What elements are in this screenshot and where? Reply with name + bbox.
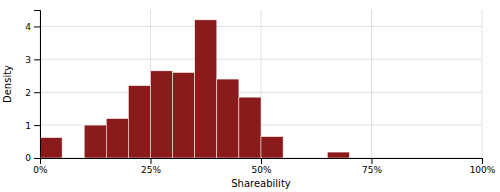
histogram-bar <box>217 79 239 158</box>
tick-label: 1 <box>25 120 31 130</box>
histogram-bar <box>173 72 195 158</box>
chart: 0% 25% 50% 75% 100% 0 1 2 3 4 Shareability Density <box>0 0 500 192</box>
plot: 0% 25% 50% 75% 100% 0 1 2 3 4 <box>25 10 496 175</box>
histogram-bar <box>84 125 106 158</box>
grid-line <box>371 10 372 158</box>
tick-label: 2 <box>25 88 31 98</box>
tick-mark <box>34 125 40 126</box>
tick-mark <box>34 92 40 93</box>
histogram-bar <box>128 86 150 158</box>
histogram-bar <box>372 158 394 159</box>
y-axis-title: Density <box>2 65 13 103</box>
y-axis: 0 1 2 3 4 <box>25 11 40 164</box>
histogram-bar <box>438 158 460 159</box>
bars <box>40 20 349 158</box>
tick-label: 75% <box>362 165 382 175</box>
histogram-bar <box>239 97 261 158</box>
tick-mark <box>482 158 483 164</box>
x-axis-title: Shareability <box>231 178 291 189</box>
histogram-bar <box>195 20 217 158</box>
histogram-bar <box>283 158 305 159</box>
axis-domain <box>41 159 483 165</box>
x-axis: 0% 25% 50% 75% 100% <box>33 158 495 175</box>
histogram-bar <box>40 138 62 158</box>
x-tick: 100% <box>470 158 496 175</box>
grid-line <box>40 26 482 27</box>
tick-mark <box>261 158 262 164</box>
grid <box>40 10 482 158</box>
tick-mark <box>372 158 373 164</box>
y-tick: 4 <box>25 22 40 32</box>
tick-label: 3 <box>25 55 31 65</box>
histogram-bar <box>305 158 327 159</box>
y-tick: 0 <box>25 153 40 163</box>
histogram-bar <box>327 152 349 158</box>
histogram-bar <box>106 119 128 158</box>
y-tick: 1 <box>25 120 40 130</box>
grid-line <box>40 92 482 93</box>
tick-label: 0 <box>25 153 31 163</box>
tick-label: 25% <box>141 165 161 175</box>
tick-label: 0% <box>33 165 48 175</box>
y-tick: 3 <box>25 55 40 65</box>
tick-label: 50% <box>251 165 271 175</box>
axis-domain <box>34 11 41 159</box>
x-tick: 50% <box>251 158 271 175</box>
tick-mark <box>34 59 40 60</box>
grid-line <box>40 59 482 60</box>
grid-line <box>482 10 483 158</box>
histogram-bar <box>394 158 416 159</box>
tick-mark <box>151 158 152 164</box>
x-tick: 0% <box>33 158 48 175</box>
tick-label: 4 <box>25 22 31 32</box>
tick-mark <box>34 26 40 27</box>
y-tick: 2 <box>25 88 40 98</box>
histogram-bar <box>416 158 438 159</box>
tick-label: 100% <box>470 165 496 175</box>
histogram-bar <box>261 137 283 158</box>
x-tick: 25% <box>141 158 161 175</box>
histogram-bar <box>151 71 173 158</box>
histogram-bar <box>349 158 371 159</box>
x-tick: 75% <box>362 158 382 175</box>
tick-mark <box>34 158 40 159</box>
histogram-bar <box>460 158 482 159</box>
histogram-bar <box>62 158 84 159</box>
